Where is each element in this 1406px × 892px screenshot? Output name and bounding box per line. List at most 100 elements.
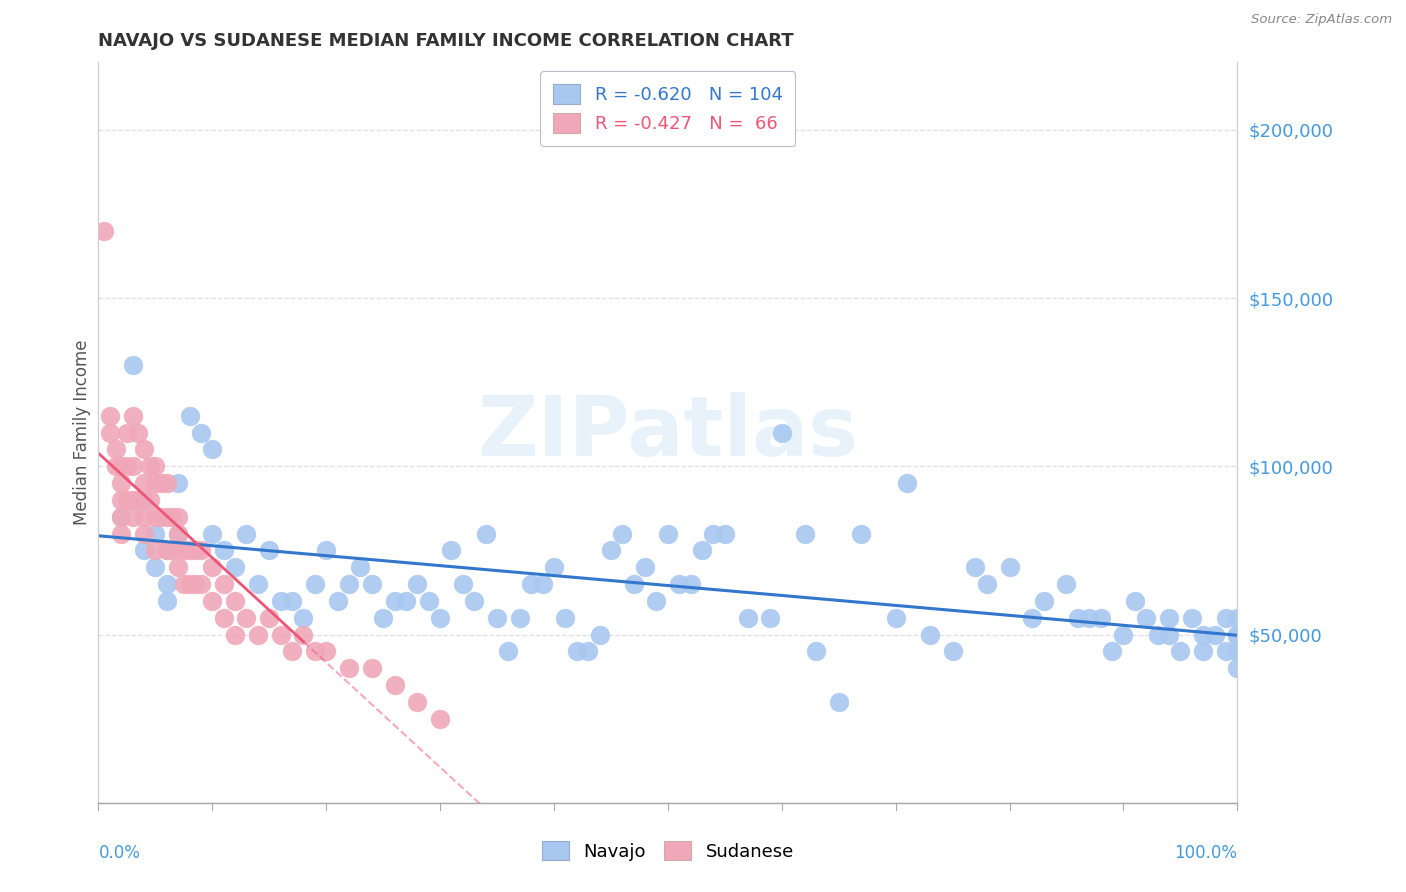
Point (1054, 577, 1078, 591)
Text: NAVAJO VS SUDANESE MEDIAN FAMILY INCOME CORRELATION CHART: NAVAJO VS SUDANESE MEDIAN FAMILY INCOME … (98, 32, 794, 50)
Point (104, 459, 127, 474)
Point (1021, 610, 1043, 624)
Point (115, 425, 138, 440)
Point (259, 543, 281, 558)
Point (167, 476, 190, 491)
Point (201, 560, 224, 574)
Point (1170, 644, 1192, 658)
Point (127, 492, 149, 507)
Point (360, 577, 382, 591)
Point (851, 526, 873, 541)
Point (167, 560, 190, 574)
Point (224, 627, 246, 641)
Point (184, 543, 207, 558)
Point (110, 509, 132, 524)
Point (793, 526, 815, 541)
Point (246, 577, 269, 591)
Point (167, 509, 190, 524)
Point (156, 509, 179, 524)
Point (804, 644, 827, 658)
Point (110, 509, 132, 524)
Point (918, 627, 941, 641)
Text: 100.0%: 100.0% (1174, 844, 1237, 862)
Point (132, 442, 155, 457)
Point (418, 594, 440, 608)
Point (224, 560, 246, 574)
Point (93, 224, 115, 238)
Point (212, 577, 235, 591)
Point (179, 577, 201, 591)
Point (110, 476, 132, 491)
Point (406, 577, 429, 591)
Point (474, 526, 496, 541)
Point (270, 594, 292, 608)
Point (543, 560, 565, 574)
Point (1226, 644, 1249, 658)
Point (429, 712, 451, 726)
Point (179, 409, 201, 423)
Point (115, 492, 138, 507)
Point (156, 577, 179, 591)
Point (463, 594, 485, 608)
Point (201, 594, 224, 608)
Point (702, 526, 724, 541)
Point (554, 610, 576, 624)
Point (337, 661, 360, 675)
Point (1112, 627, 1135, 641)
Point (384, 594, 406, 608)
Point (326, 594, 349, 608)
Point (246, 627, 269, 641)
Point (156, 543, 179, 558)
Point (714, 526, 737, 541)
Point (645, 594, 668, 608)
Point (384, 678, 406, 692)
Point (1226, 627, 1249, 641)
Point (110, 492, 132, 507)
Point (1226, 644, 1249, 658)
Point (634, 560, 657, 574)
Point (668, 577, 690, 591)
Point (657, 526, 679, 541)
Point (132, 492, 155, 507)
Point (304, 577, 326, 591)
Point (173, 577, 195, 591)
Point (1090, 610, 1112, 624)
Legend: Navajo, Sudanese: Navajo, Sudanese (534, 833, 801, 868)
Point (1067, 610, 1090, 624)
Point (190, 425, 212, 440)
Point (759, 610, 782, 624)
Point (110, 459, 132, 474)
Point (1078, 610, 1101, 624)
Point (110, 526, 132, 541)
Point (498, 644, 520, 658)
Point (121, 359, 143, 373)
Point (1226, 627, 1249, 641)
Point (1192, 644, 1215, 658)
Point (224, 594, 246, 608)
Point (132, 476, 155, 491)
Point (292, 627, 315, 641)
Point (115, 459, 138, 474)
Point (201, 526, 224, 541)
Point (315, 543, 337, 558)
Point (292, 610, 315, 624)
Point (770, 425, 793, 440)
Point (623, 577, 645, 591)
Point (150, 509, 173, 524)
Point (145, 476, 167, 491)
Point (162, 509, 184, 524)
Point (127, 425, 149, 440)
Point (98, 409, 121, 423)
Point (690, 543, 713, 558)
Point (179, 543, 201, 558)
Point (162, 543, 184, 558)
Point (451, 577, 474, 591)
Point (156, 543, 179, 558)
Point (281, 644, 304, 658)
Point (679, 577, 702, 591)
Point (145, 459, 167, 474)
Point (440, 543, 463, 558)
Point (976, 577, 998, 591)
Point (1157, 627, 1180, 641)
Y-axis label: Median Family Income: Median Family Income (73, 340, 91, 525)
